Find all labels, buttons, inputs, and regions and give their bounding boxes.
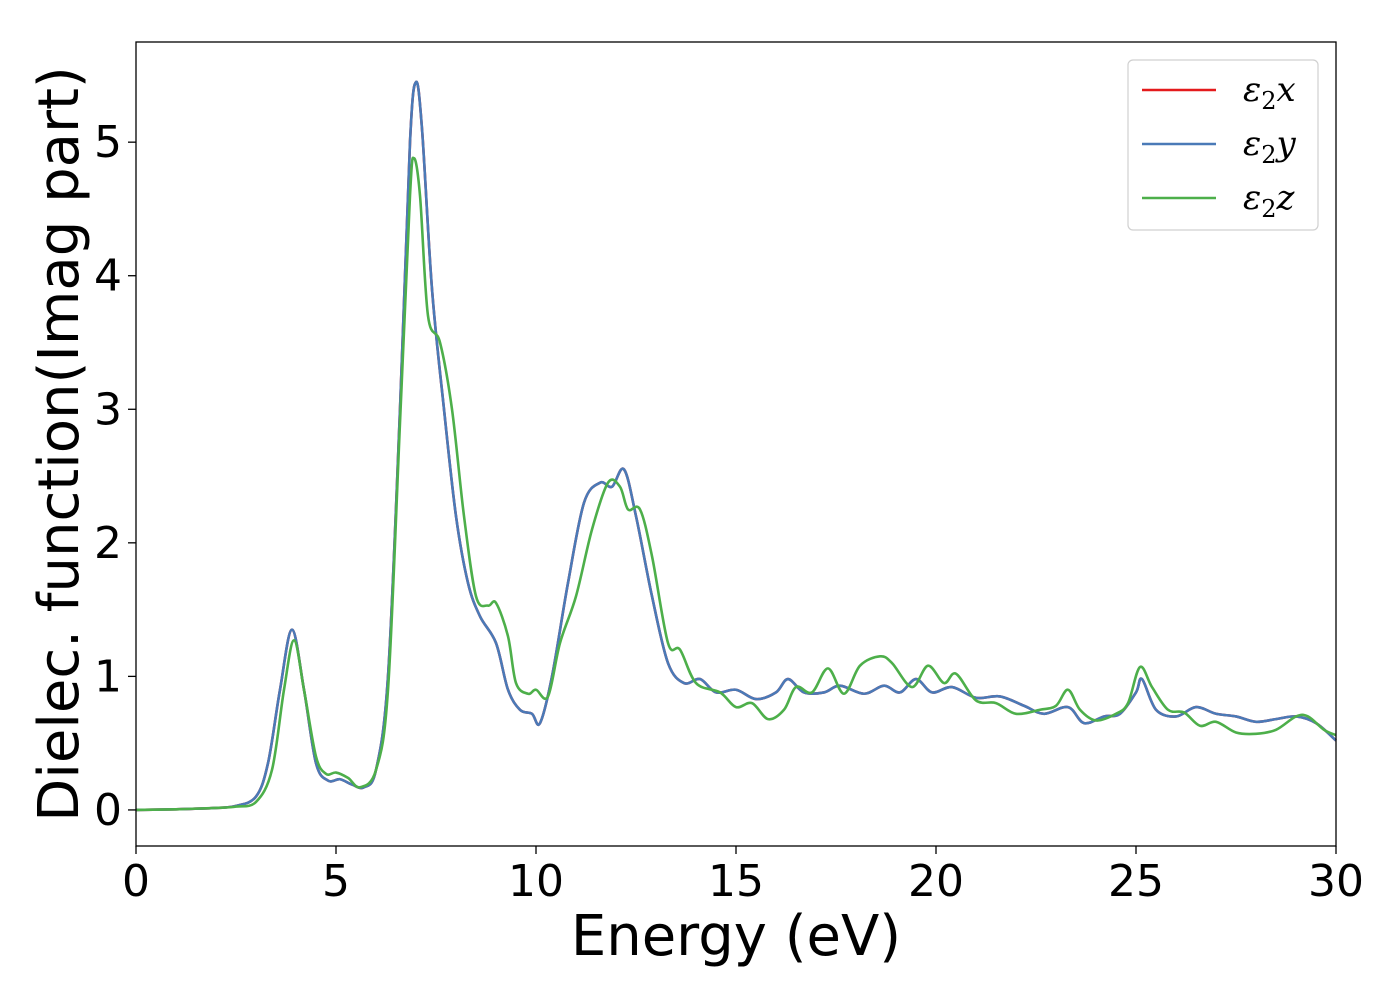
x-tick-label: 5 bbox=[322, 856, 350, 907]
legend-label-x: ε2x bbox=[1243, 70, 1296, 115]
series-line-z bbox=[135, 156, 1337, 812]
y-tick-label: 2 bbox=[94, 518, 122, 569]
legend-label-z: ε2z bbox=[1243, 178, 1296, 223]
y-tick-label: 3 bbox=[94, 384, 122, 435]
x-tick-label: 25 bbox=[1108, 856, 1164, 907]
legend-label-y: ε2y bbox=[1243, 124, 1297, 169]
y-axis: 0 1 2 3 4 5 bbox=[94, 117, 136, 836]
series-layer bbox=[135, 80, 1337, 812]
y-tick-label: 1 bbox=[94, 651, 122, 702]
x-tick-label: 20 bbox=[908, 856, 964, 907]
y-axis-title: Dielec. function(Imag part) bbox=[27, 66, 92, 822]
legend: ε2x ε2y ε2z bbox=[1127, 59, 1319, 231]
y-tick-label: 5 bbox=[94, 117, 122, 168]
y-tick-label: 0 bbox=[94, 785, 122, 836]
x-axis-title: Energy (eV) bbox=[571, 904, 901, 969]
x-axis: 0 5 10 15 20 25 30 bbox=[122, 846, 1364, 907]
legend-box bbox=[1127, 59, 1319, 231]
x-tick-label: 15 bbox=[708, 856, 764, 907]
x-tick-label: 10 bbox=[508, 856, 564, 907]
y-tick-label: 4 bbox=[94, 251, 122, 302]
x-tick-label: 0 bbox=[122, 856, 150, 907]
x-tick-label: 30 bbox=[1308, 856, 1364, 907]
